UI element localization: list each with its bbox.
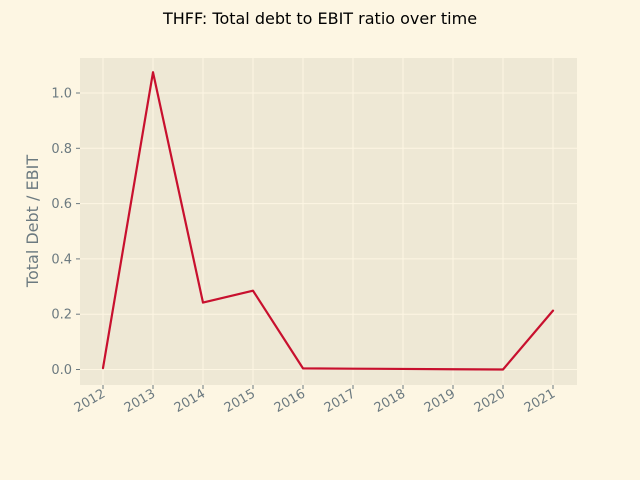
grid-lines: [80, 58, 577, 385]
chart-title: THFF: Total debt to EBIT ratio over time: [162, 9, 477, 28]
y-tick-label: 0.2: [51, 308, 72, 323]
y-axis-ticks: 0.0 0.2 0.4 0.6 0.8 1.0: [51, 87, 80, 378]
y-tick-label: 0.0: [51, 363, 72, 378]
y-tick-label: 1.0: [51, 87, 72, 102]
y-axis-label: Total Debt / EBIT: [23, 155, 42, 288]
series-group: [101, 71, 555, 371]
y-tick-label: 0.6: [51, 197, 72, 212]
plot-area: [80, 58, 577, 385]
series-line: [101, 71, 555, 371]
y-tick-label: 0.4: [51, 252, 72, 267]
y-tick-label: 0.8: [51, 142, 72, 157]
